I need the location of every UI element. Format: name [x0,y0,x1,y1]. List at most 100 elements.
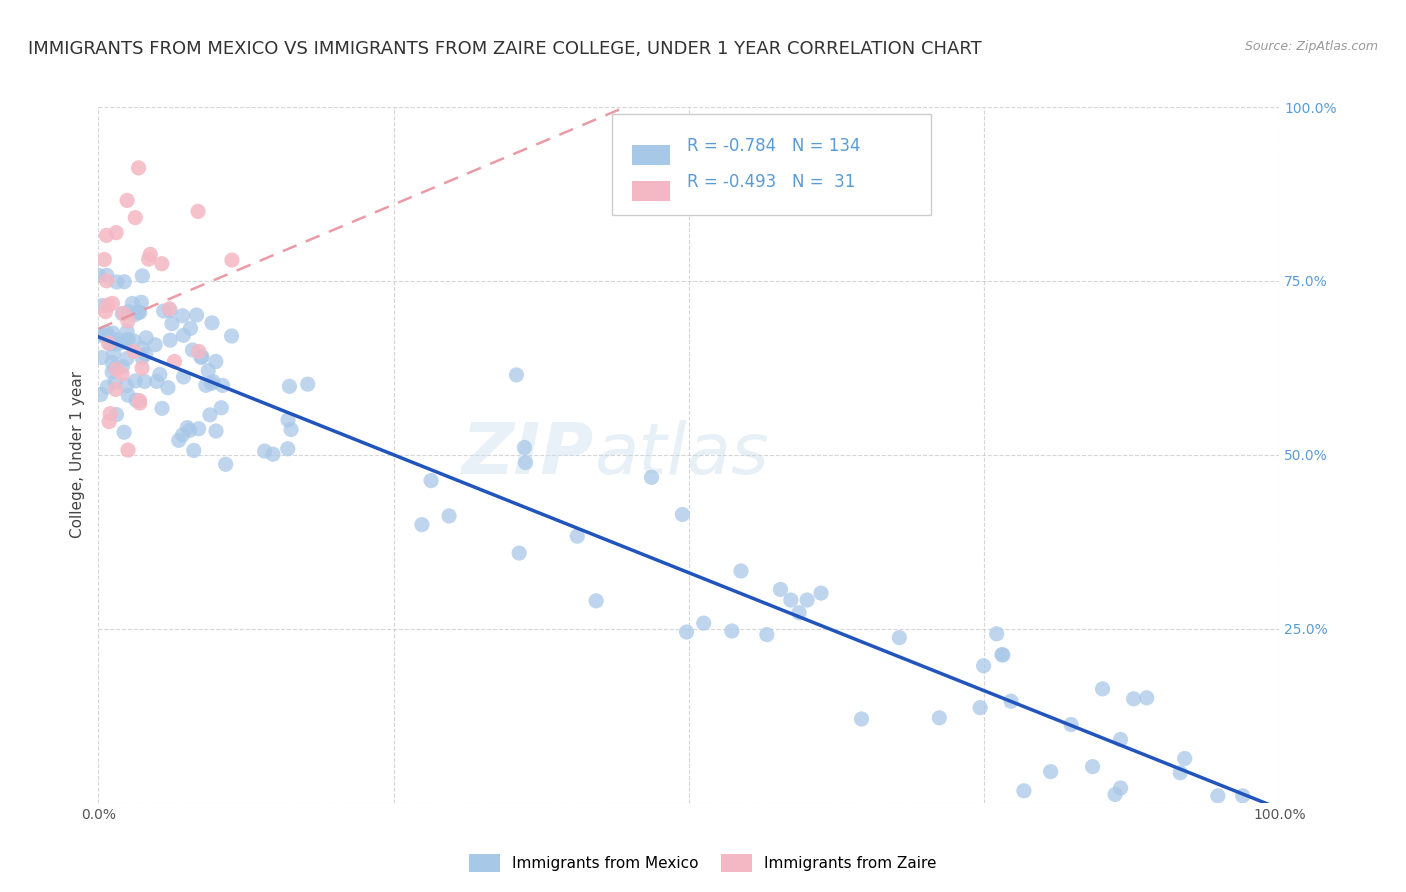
Point [93,252,115,267]
Point [122,334,145,348]
Point [508,546,530,560]
Point [117,333,139,347]
FancyBboxPatch shape [612,114,931,215]
Point [97,298,120,312]
Point [675,625,697,640]
Text: ZIP: ZIP [463,420,595,490]
Point [262,447,284,461]
Point [277,413,299,427]
Point [205,354,228,368]
Point [112,275,135,289]
Point [128,305,150,319]
Point [105,362,128,376]
Point [159,333,181,347]
Point [201,316,224,330]
Point [810,586,832,600]
Point [128,161,150,175]
Point [796,593,818,607]
Text: Source: ZipAtlas.com: Source: ZipAtlas.com [1244,40,1378,54]
Point [128,396,150,410]
Text: R = -0.784   N = 134: R = -0.784 N = 134 [686,137,860,155]
Point [437,508,460,523]
Point [779,593,801,607]
Point [145,375,167,389]
FancyBboxPatch shape [633,145,671,165]
Point [973,658,995,673]
Point [640,470,662,484]
Point [1174,751,1197,765]
Point [87,268,110,283]
Point [112,425,135,440]
Point [253,444,276,458]
Point [122,344,145,359]
Point [190,351,212,365]
Point [730,564,752,578]
Point [181,343,204,357]
Point [94,304,117,318]
Point [128,305,150,319]
Point [1206,789,1229,803]
Point [150,401,173,416]
Point [118,304,141,318]
Point [111,307,134,321]
Point [721,624,744,638]
Point [138,252,160,266]
Point [105,275,128,289]
Point [179,321,201,335]
Point [131,268,153,283]
Point [98,407,121,421]
Point [101,326,124,340]
Point [173,370,195,384]
Y-axis label: College, Under 1 year: College, Under 1 year [70,371,86,539]
Point [98,329,121,343]
Point [567,529,589,543]
Point [198,408,221,422]
Point [1109,732,1132,747]
Point [1000,694,1022,708]
Point [1081,759,1104,773]
Point [117,443,139,458]
Point [101,355,124,369]
Point [221,253,243,268]
Point [121,296,143,310]
Point [107,333,129,347]
Point [277,442,299,456]
Point [1039,764,1062,779]
Point [194,378,217,392]
Point [152,304,174,318]
Point [513,441,536,455]
Point [128,393,150,408]
Point [97,336,120,351]
Point [172,309,194,323]
Point [179,423,201,437]
Point [297,377,319,392]
Text: atlas: atlas [595,420,769,490]
Point [90,351,112,365]
Point [411,517,433,532]
Point [135,347,157,361]
Point [101,365,124,379]
Point [1168,765,1191,780]
Point [104,360,127,375]
Point [209,401,232,415]
Point [1109,780,1132,795]
FancyBboxPatch shape [633,181,671,201]
Point [96,274,118,288]
Point [215,457,238,471]
Point [139,247,162,261]
Point [131,295,153,310]
Point [197,364,219,378]
Point [671,508,693,522]
Point [156,381,179,395]
Point [211,378,233,392]
Point [91,299,114,313]
Point [420,474,443,488]
Point [221,329,243,343]
Point [163,354,186,368]
Point [150,257,173,271]
Point [889,631,911,645]
Point [115,378,138,392]
Point [187,344,209,359]
Point [201,375,224,389]
Point [115,351,138,366]
